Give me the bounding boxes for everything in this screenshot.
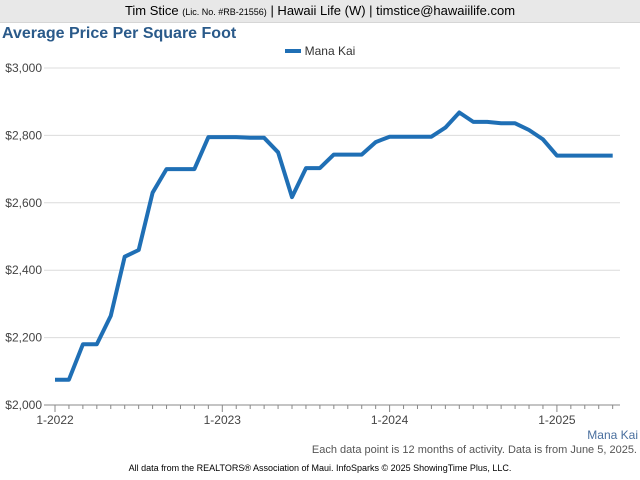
data-point[interactable] <box>359 152 365 158</box>
data-point[interactable] <box>136 247 142 253</box>
x-tick-label: 1-2025 <box>538 413 576 427</box>
chart-title: Average Price Per Square Foot <box>2 25 237 42</box>
data-point[interactable] <box>568 153 574 159</box>
x-tick-label: 1-2023 <box>204 413 242 427</box>
data-point[interactable] <box>164 166 170 172</box>
data-point[interactable] <box>470 119 476 125</box>
data-point[interactable] <box>526 127 532 133</box>
data-point[interactable] <box>317 165 323 171</box>
data-point[interactable] <box>582 153 588 159</box>
y-tick-label: $2,400 <box>5 263 42 277</box>
chart-legend[interactable]: Mana Kai <box>0 44 640 58</box>
data-point[interactable] <box>219 134 225 140</box>
data-point[interactable] <box>373 139 379 145</box>
data-point[interactable] <box>512 120 518 126</box>
data-point[interactable] <box>289 194 295 200</box>
agent-name: Tim Stice <box>124 3 179 18</box>
x-tick-label: 1-2024 <box>371 413 409 427</box>
data-point[interactable] <box>414 134 420 140</box>
legend-swatch <box>284 48 301 53</box>
data-point[interactable] <box>428 134 434 140</box>
data-point[interactable] <box>191 166 197 172</box>
y-tick-label: $2,800 <box>5 128 42 142</box>
data-point[interactable] <box>456 109 462 115</box>
data-point[interactable] <box>80 341 86 347</box>
data-point[interactable] <box>303 165 309 171</box>
y-tick-label: $2,200 <box>5 331 42 345</box>
data-point[interactable] <box>122 254 128 260</box>
y-tick-label: $2,600 <box>5 196 42 210</box>
series-label: Mana Kai <box>587 428 638 442</box>
data-point[interactable] <box>66 377 72 383</box>
data-point[interactable] <box>150 190 156 196</box>
data-point[interactable] <box>261 135 267 141</box>
data-point[interactable] <box>484 119 490 125</box>
data-point[interactable] <box>275 149 281 155</box>
legend-label: Mana Kai <box>304 44 356 58</box>
data-point[interactable] <box>331 152 337 158</box>
data-point[interactable] <box>540 136 546 142</box>
data-point[interactable] <box>108 313 114 319</box>
data-note: Each data point is 12 months of activity… <box>311 444 637 456</box>
x-tick-label: 1-2022 <box>36 413 74 427</box>
y-tick-label: $2,000 <box>5 398 42 412</box>
data-point[interactable] <box>442 125 448 131</box>
data-point[interactable] <box>554 153 560 159</box>
data-point[interactable] <box>498 120 504 126</box>
data-point[interactable] <box>233 134 239 140</box>
series-line-mana-kai[interactable] <box>55 110 613 382</box>
data-point[interactable] <box>387 134 393 140</box>
source-footer: All data from the REALTORS® Association … <box>128 463 512 473</box>
data-point[interactable] <box>94 341 100 347</box>
license-number: (Lic. No. #RB-21556) <box>182 7 267 17</box>
agent-contact: | Hawaii Life (W) | timstice@hawaiilife.… <box>270 3 516 18</box>
data-point[interactable] <box>247 135 253 141</box>
data-point[interactable] <box>345 152 351 158</box>
data-point[interactable] <box>401 134 407 140</box>
data-point[interactable] <box>596 153 602 159</box>
data-point[interactable] <box>177 166 183 172</box>
agent-header: Tim Stice (Lic. No. #RB-21556) | Hawaii … <box>0 0 640 23</box>
data-point[interactable] <box>610 153 616 159</box>
data-point[interactable] <box>52 377 58 383</box>
data-point[interactable] <box>205 134 211 140</box>
y-tick-label: $3,000 <box>5 61 42 75</box>
